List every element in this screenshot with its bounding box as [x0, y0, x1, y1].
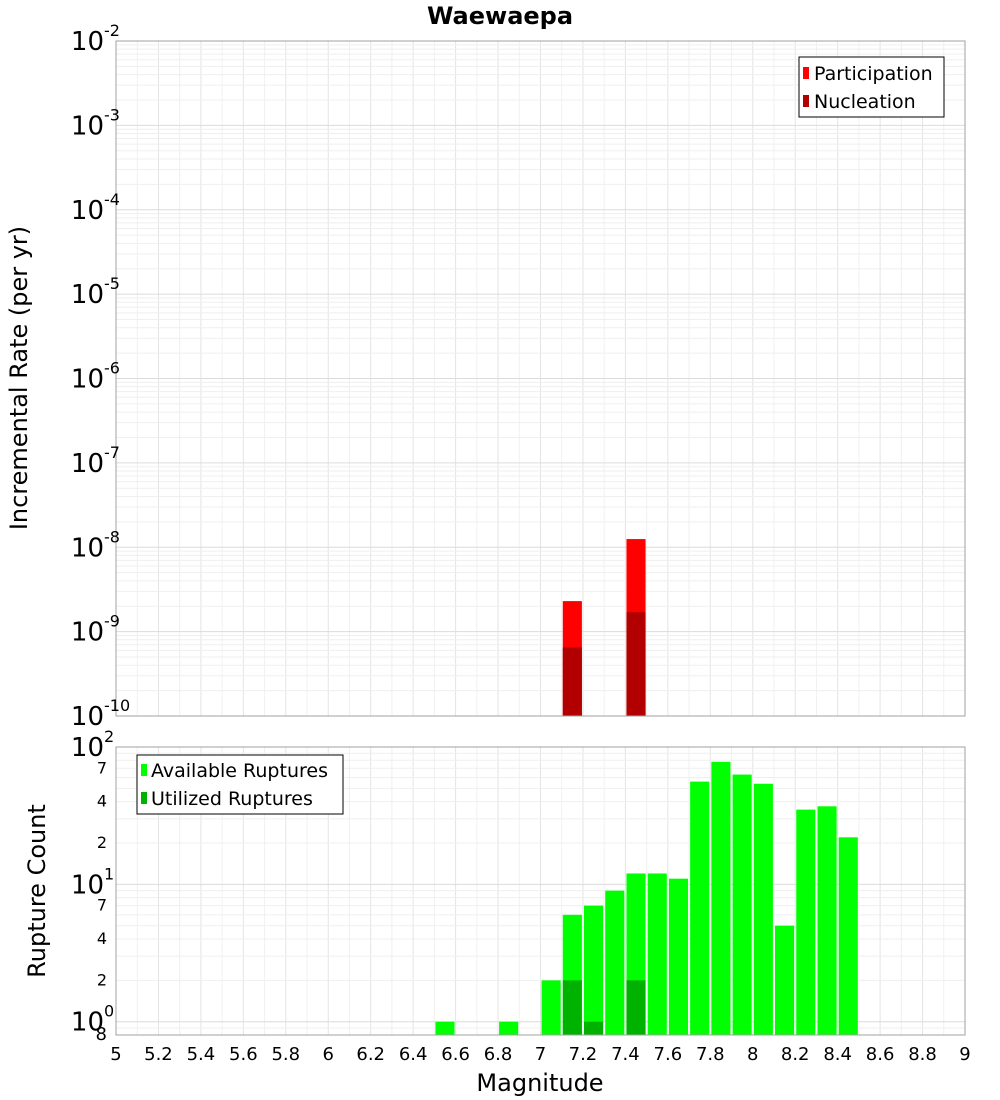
- top-y-tick-label: 10: [71, 280, 104, 310]
- bottom-bar-available-ruptures: [605, 890, 625, 1035]
- bottom-y-minor-tick-label: 7: [97, 896, 107, 915]
- x-tick-label: 7: [535, 1044, 546, 1065]
- top-y-tick-exponent: -10: [104, 696, 130, 715]
- x-tick-label: 6.8: [484, 1044, 513, 1065]
- x-tick-label: 5.4: [187, 1044, 216, 1065]
- top-y-tick-label: 10: [71, 111, 104, 141]
- x-axis-ticks: 5 5.2 5.4 5.6 5.8 6 6.2 6.4 6.6 6.8 7 7.2 7.4 7.6 7.8 8…: [110, 1044, 970, 1065]
- top-y-tick-exponent: -8: [104, 527, 120, 546]
- top-y-tick-exponent: -3: [104, 105, 120, 124]
- bottom-y-tick-exponent: 2: [104, 727, 114, 746]
- top-y-tick-label: 10: [71, 449, 104, 479]
- bottom-bar-available-ruptures: [711, 761, 731, 1035]
- top-plot-frame: [115, 40, 966, 717]
- top-bar-nucleation: [626, 612, 646, 716]
- bottom-bar-utilized-ruptures: [626, 980, 646, 1035]
- x-tick-label: 5.6: [229, 1044, 258, 1065]
- top-y-tick-exponent: -2: [104, 21, 120, 40]
- chart-title: Waewaepa: [427, 2, 573, 30]
- top-y-tick-label: 10: [71, 533, 104, 563]
- bottom-bar-available-ruptures: [584, 905, 604, 1035]
- bottom-bar-available-ruptures: [775, 925, 795, 1035]
- top-y-tick-exponent: -9: [104, 612, 120, 631]
- top-legend-box: [798, 56, 945, 118]
- bottom-bar-available-ruptures: [541, 980, 561, 1035]
- bottom-y-tick-label: 10: [71, 870, 104, 900]
- top-y-axis-label: Incremental Rate (per yr): [5, 226, 33, 530]
- x-tick-label: 8.4: [823, 1044, 852, 1065]
- top-y-tick-exponent: -4: [104, 190, 120, 209]
- x-tick-label: 5: [110, 1044, 121, 1065]
- bottom-bar-available-ruptures: [817, 806, 837, 1035]
- top-y-tick-label: 10: [71, 618, 104, 648]
- bottom-bar-available-ruptures: [753, 783, 773, 1035]
- legend-label-utilized-ruptures: Utilized Ruptures: [151, 788, 313, 810]
- bottom-y-minor-tick-label: 7: [97, 758, 107, 777]
- bottom-bar-available-ruptures: [796, 809, 816, 1035]
- x-tick-label: 6.2: [356, 1044, 385, 1065]
- bottom-legend-box: [136, 754, 344, 815]
- bottom-y-minor-tick-label: 2: [97, 833, 107, 852]
- x-tick-label: 5.2: [144, 1044, 173, 1065]
- bottom-plot-frame: [115, 746, 966, 1036]
- bottom-y-minor-tick-label: 4: [97, 792, 107, 811]
- bottom-y-tick-exponent: 1: [104, 864, 114, 883]
- x-tick-label: 7.2: [569, 1044, 598, 1065]
- bottom-bar-available-ruptures: [435, 1021, 455, 1035]
- top-legend: Participation Nucleation: [798, 56, 945, 118]
- top-bar-nucleation: [562, 647, 582, 716]
- bottom-bar-available-ruptures: [668, 878, 689, 1035]
- x-tick-label: 5.8: [271, 1044, 300, 1065]
- x-axis-label: Magnitude: [476, 1069, 603, 1097]
- x-tick-label: 8.2: [781, 1044, 810, 1065]
- bottom-bar-utilized-ruptures: [562, 980, 582, 1035]
- top-y-tick-label: 10: [71, 702, 104, 732]
- x-tick-label: 8.8: [908, 1044, 937, 1065]
- bottom-bar-available-ruptures: [732, 774, 752, 1035]
- top-y-tick-exponent: -6: [104, 359, 120, 378]
- x-tick-label: 7.8: [696, 1044, 725, 1065]
- bottom-y-tick-label: 10: [71, 1008, 104, 1038]
- x-tick-label: 6: [323, 1044, 334, 1065]
- top-y-tick-exponent: -7: [104, 443, 120, 462]
- bottom-y-tick-label: 10: [71, 733, 104, 763]
- legend-label-participation: Participation: [814, 63, 933, 85]
- bottom-y-tick-exponent: 0: [104, 1002, 114, 1021]
- bottom-bar-available-ruptures: [499, 1021, 519, 1035]
- legend-swatch-participation: [803, 67, 809, 79]
- x-tick-label: 8.6: [866, 1044, 895, 1065]
- bottom-y-minor-tick-label: 4: [97, 929, 107, 948]
- legend-label-available-ruptures: Available Ruptures: [151, 760, 328, 782]
- bottom-legend: Available Ruptures Utilized Ruptures: [136, 754, 344, 815]
- bottom-bar-utilized-ruptures: [584, 1021, 604, 1035]
- top-y-tick-label: 10: [71, 365, 104, 395]
- bottom-y-minor-tick-label: 2: [97, 970, 107, 989]
- bottom-bar-available-ruptures: [647, 873, 667, 1035]
- top-y-tick-label: 10: [71, 196, 104, 226]
- x-tick-label: 7.6: [654, 1044, 683, 1065]
- x-tick-label: 8: [747, 1044, 758, 1065]
- x-tick-label: 7.4: [611, 1044, 640, 1065]
- x-tick-label: 6.4: [399, 1044, 428, 1065]
- bottom-y-minor-tick-label: 8: [96, 1024, 107, 1045]
- x-tick-label: 6.6: [441, 1044, 470, 1065]
- legend-swatch-utilized-ruptures: [141, 792, 147, 804]
- bottom-bar-available-ruptures: [690, 781, 710, 1035]
- bottom-y-axis-label: Rupture Count: [23, 804, 51, 978]
- top-y-tick-label: 10: [71, 27, 104, 57]
- legend-label-nucleation: Nucleation: [814, 91, 916, 113]
- x-tick-label: 9: [959, 1044, 970, 1065]
- top-y-tick-exponent: -5: [104, 274, 120, 293]
- bottom-bar-available-ruptures: [838, 837, 858, 1035]
- legend-swatch-available-ruptures: [141, 764, 147, 776]
- legend-swatch-nucleation: [803, 95, 809, 107]
